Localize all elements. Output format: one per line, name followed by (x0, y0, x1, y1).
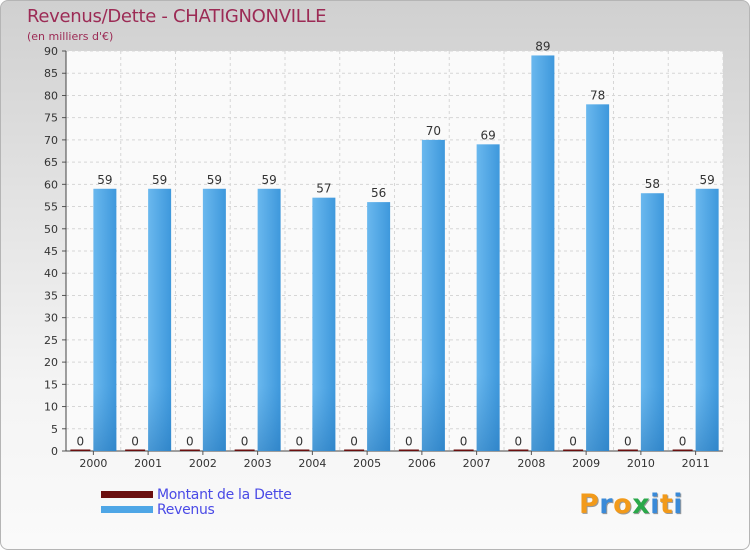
data-label-revenus: 59 (699, 173, 714, 187)
logo-letter: i (673, 489, 684, 520)
logo-letter: t (659, 489, 674, 520)
x-tick-label: 2009 (572, 457, 600, 470)
chart-title: Revenus/Dette - CHATIGNONVILLE (27, 6, 327, 27)
data-label-revenus: 56 (371, 186, 386, 200)
bar-dette (234, 449, 255, 451)
bar-revenus-shade (93, 188, 117, 451)
bar-dette (508, 449, 529, 451)
x-tick-label: 2001 (134, 457, 162, 470)
data-label-revenus: 70 (426, 124, 441, 138)
legend-swatch-revenus (101, 506, 153, 513)
data-label-dette: 0 (569, 435, 577, 449)
logo-letter: r (599, 489, 614, 520)
bar-revenus-shade (640, 193, 664, 451)
data-label-revenus: 59 (261, 173, 276, 187)
legend: Montant de la Dette Revenus (101, 486, 292, 518)
y-tick-label: 45 (44, 245, 58, 258)
data-label-dette: 0 (241, 435, 249, 449)
y-tick-label: 50 (44, 223, 58, 236)
data-label-revenus: 69 (480, 128, 495, 142)
data-label-revenus: 89 (535, 39, 550, 53)
logo-letter: o (613, 489, 633, 520)
y-tick-label: 40 (44, 267, 58, 280)
data-label-dette: 0 (350, 435, 358, 449)
x-tick-label: 2011 (682, 457, 710, 470)
y-tick-label: 10 (44, 401, 58, 414)
x-tick-label: 2007 (463, 457, 491, 470)
y-tick-label: 15 (44, 378, 58, 391)
x-tick-label: 2008 (517, 457, 545, 470)
x-tick-label: 2003 (244, 457, 272, 470)
y-tick-label: 90 (44, 45, 58, 58)
logo-letter: x (632, 489, 651, 520)
y-tick-label: 35 (44, 289, 58, 302)
data-label-dette: 0 (405, 435, 413, 449)
x-tick-label: 2000 (79, 457, 107, 470)
bar-dette (125, 449, 146, 451)
bar-dette (179, 449, 200, 451)
bar-dette (563, 449, 584, 451)
data-label-revenus: 58 (645, 177, 660, 191)
x-tick-label: 2010 (627, 457, 655, 470)
x-tick-label: 2006 (408, 457, 436, 470)
bar-revenus-shade (476, 144, 500, 452)
legend-label-revenus: Revenus (157, 501, 215, 518)
bar-revenus-shade (148, 188, 172, 451)
bar-revenus-shade (695, 188, 719, 451)
bar-dette (453, 449, 474, 451)
legend-item-dette: Montant de la Dette (101, 486, 292, 503)
bar-revenus-shade (257, 188, 281, 451)
data-label-revenus: 59 (97, 173, 112, 187)
data-label-dette: 0 (460, 435, 468, 449)
legend-item-revenus: Revenus (101, 501, 292, 518)
bar-revenus-shade (367, 202, 391, 451)
y-tick-label: 85 (44, 67, 58, 80)
y-tick-label: 20 (44, 356, 58, 369)
x-tick-label: 2004 (298, 457, 326, 470)
logo-letter: P (579, 489, 600, 520)
bar-dette (344, 449, 365, 451)
y-tick-label: 70 (44, 134, 58, 147)
legend-swatch-dette (101, 491, 153, 498)
bar-revenus-shade (421, 139, 445, 451)
data-label-dette: 0 (679, 435, 687, 449)
proxiti-logo: Proxiti (579, 489, 683, 520)
data-label-revenus: 59 (152, 173, 167, 187)
data-label-dette: 0 (296, 435, 304, 449)
data-label-revenus: 57 (316, 182, 331, 196)
y-tick-label: 5 (51, 423, 58, 436)
bar-dette (617, 449, 638, 451)
bar-dette (70, 449, 91, 451)
data-label-dette: 0 (515, 435, 523, 449)
x-tick-label: 2002 (189, 457, 217, 470)
chart-subtitle: (en milliers d'€) (27, 30, 114, 43)
data-label-dette: 0 (186, 435, 194, 449)
data-label-dette: 0 (624, 435, 632, 449)
bar-dette (672, 449, 693, 451)
bar-revenus-shade (312, 197, 336, 451)
y-tick-label: 80 (44, 89, 58, 102)
data-label-revenus: 59 (207, 173, 222, 187)
data-label-dette: 0 (77, 435, 85, 449)
y-tick-label: 55 (44, 201, 58, 214)
bar-revenus-shade (531, 55, 555, 451)
y-tick-label: 30 (44, 312, 58, 325)
data-label-revenus: 78 (590, 88, 605, 102)
bar-revenus-shade (202, 188, 226, 451)
bar-dette (398, 449, 419, 451)
y-tick-label: 25 (44, 334, 58, 347)
x-tick-label: 2005 (353, 457, 381, 470)
bar-dette (289, 449, 310, 451)
y-tick-label: 75 (44, 112, 58, 125)
y-tick-label: 60 (44, 178, 58, 191)
data-label-dette: 0 (131, 435, 139, 449)
legend-label-dette: Montant de la Dette (157, 486, 292, 503)
y-tick-label: 0 (51, 445, 58, 458)
bar-revenus-shade (586, 104, 610, 451)
y-tick-label: 65 (44, 156, 58, 169)
logo-letter: i (650, 489, 660, 520)
